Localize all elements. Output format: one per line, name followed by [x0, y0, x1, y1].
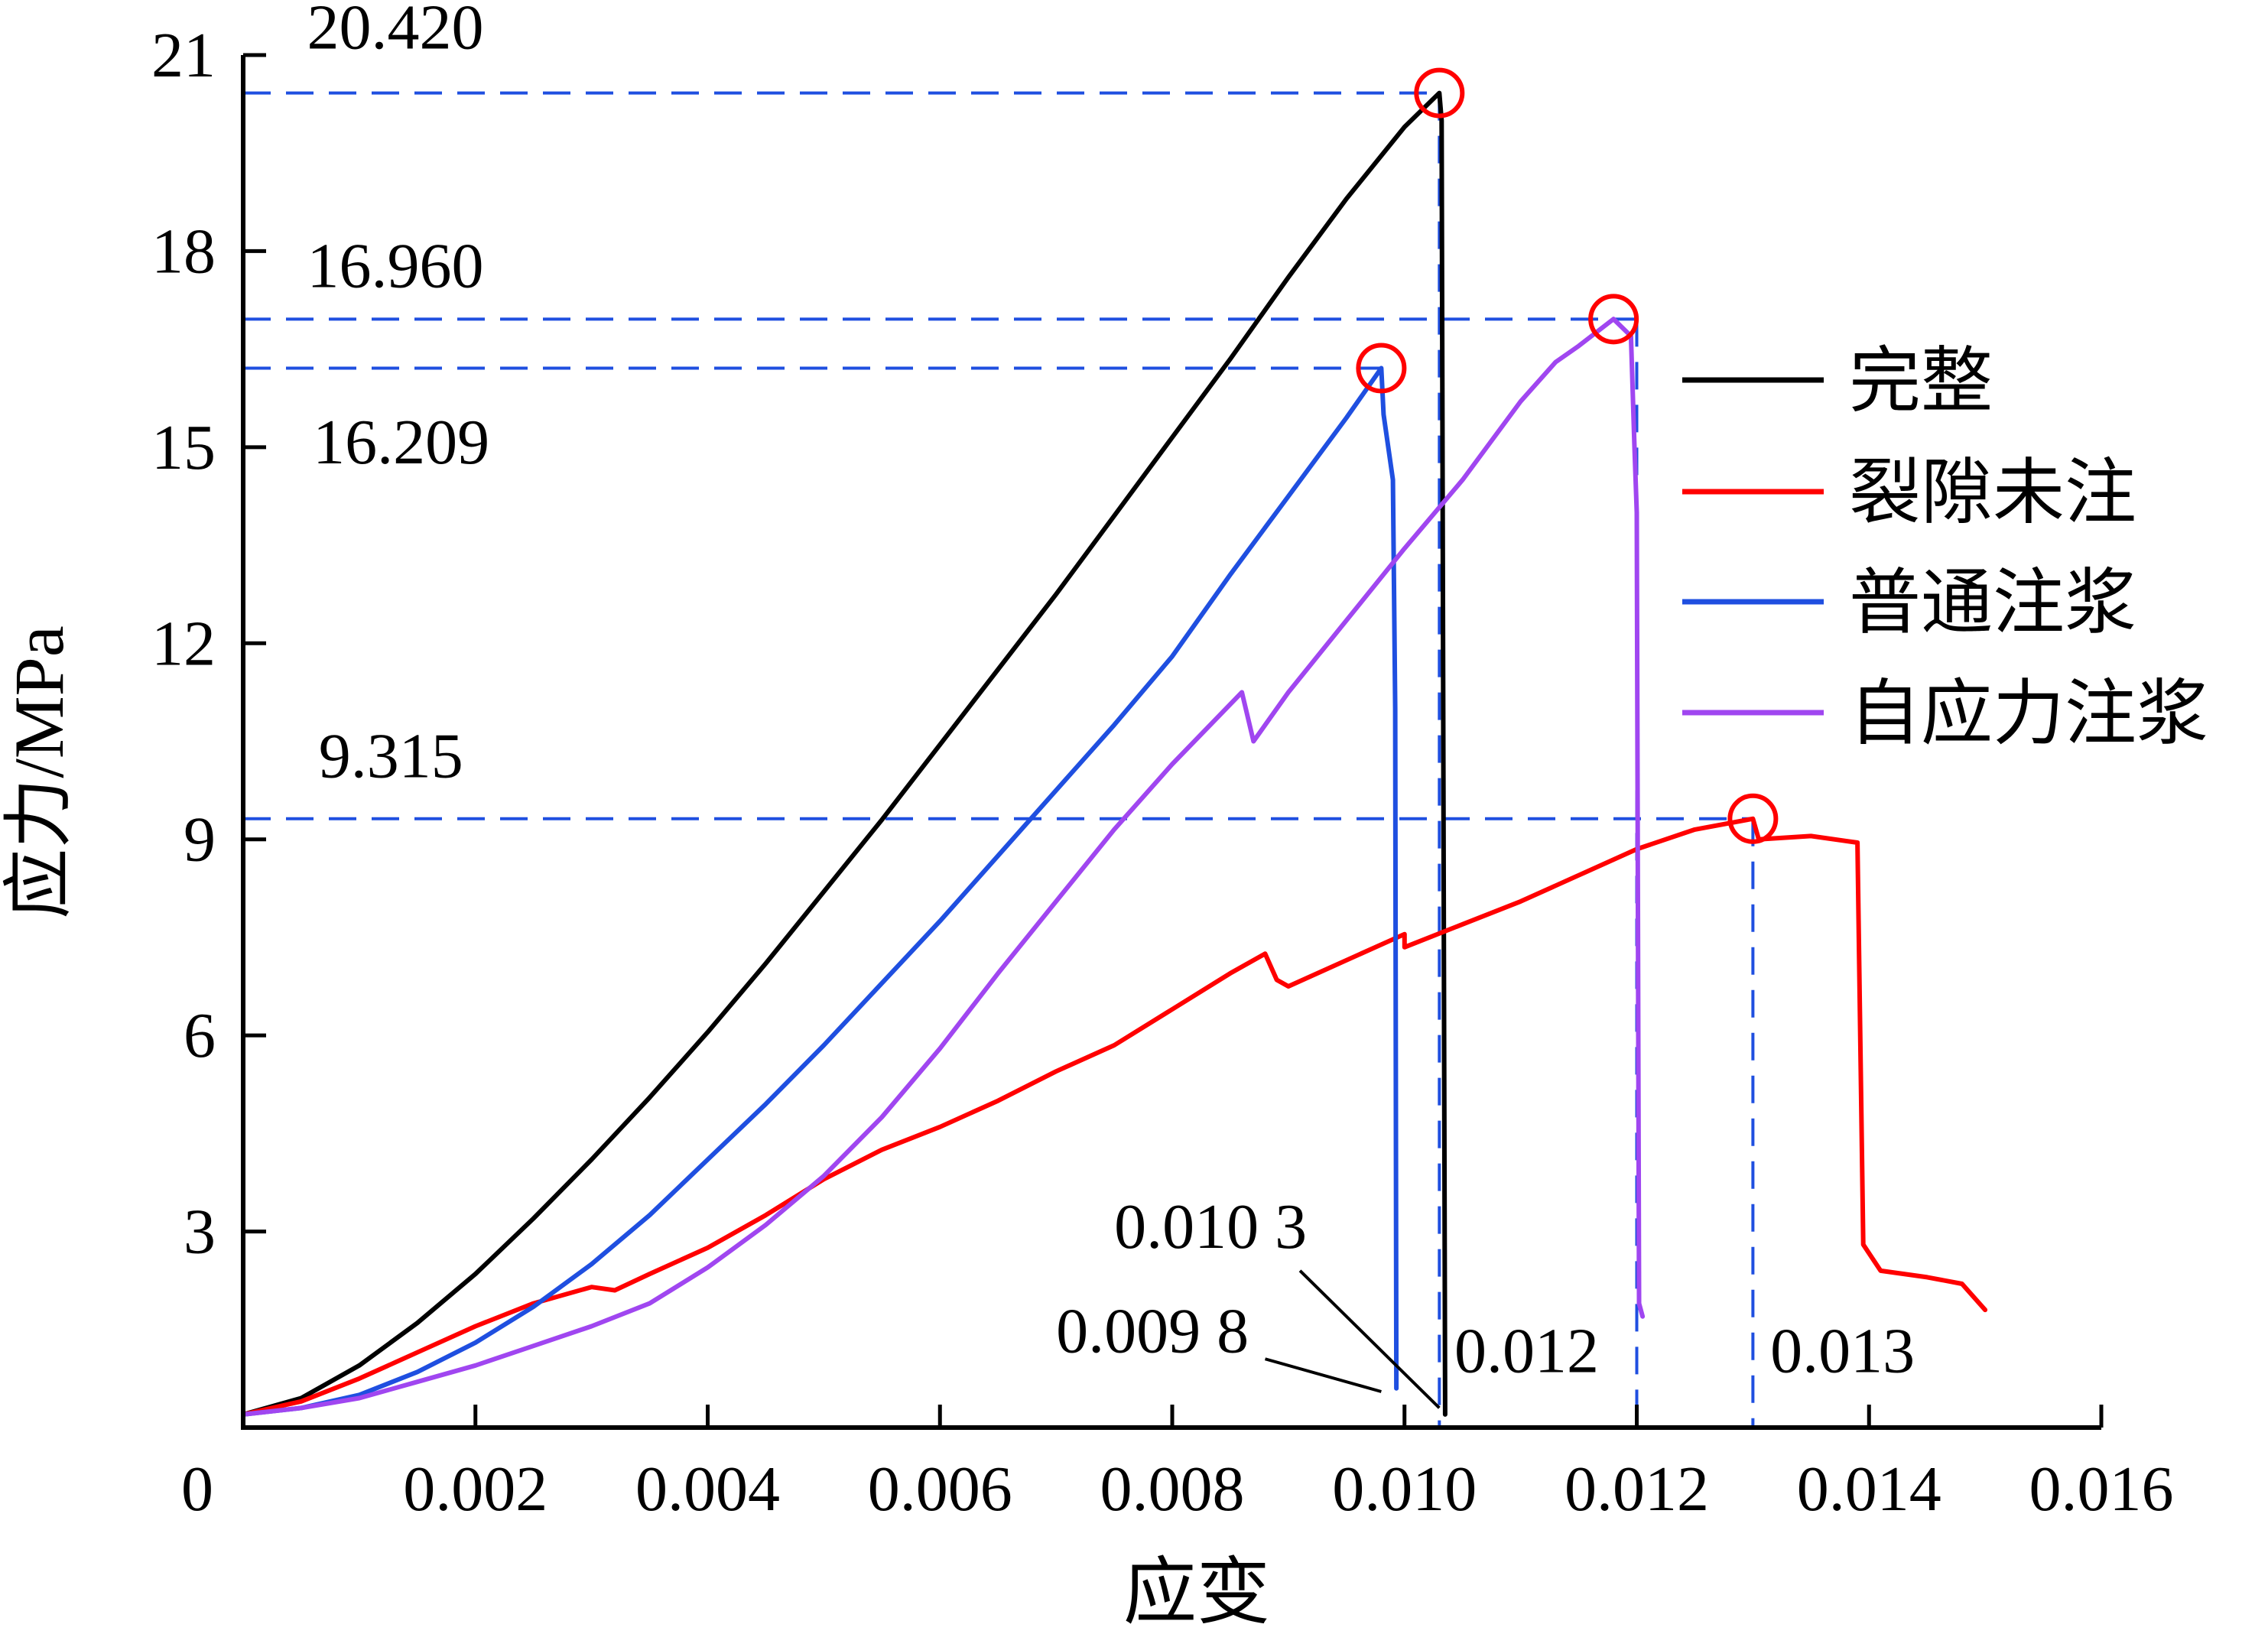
annotation-6: 0.012 [1454, 1315, 1599, 1386]
annotation-2: 16.209 [313, 407, 489, 478]
legend-item-3: 自应力注浆 [1682, 674, 2208, 754]
x-tick-label-2: 0.004 [635, 1454, 780, 1525]
x-axis-label: 应变 [1123, 1551, 1270, 1633]
series-line-0 [241, 90, 1448, 1417]
ticks: 0.002 0.004 0.006 0.008 0.010 0.012 0.014 0.016… [151, 20, 2174, 1525]
annotations: 20.420 16.960 16.209 9.315 0.010 3 0.009 8 0.0… [307, 0, 1915, 1409]
series-line-3 [241, 317, 1646, 1417]
annotation-7: 0.013 [1770, 1315, 1915, 1386]
legend: 完整 裂隙未注 普通注浆 自应力注浆 [1682, 342, 2208, 754]
annotation-1: 16.960 [307, 230, 484, 301]
y-axis-label: 应力/MPa [0, 625, 78, 918]
annotation-3: 9.315 [319, 721, 463, 792]
legend-label-0: 完整 [1849, 342, 1993, 421]
leader-line-0 [1298, 1269, 1441, 1409]
y-tick-label-4: 12 [151, 608, 216, 679]
annotation-4: 0.010 3 [1114, 1191, 1307, 1262]
x-tick-label-3: 0.006 [868, 1454, 1012, 1525]
leader-line-1 [1264, 1357, 1382, 1393]
series-line-1 [241, 816, 1988, 1417]
legend-item-2: 普通注浆 [1682, 564, 2136, 643]
legend-label-1: 裂隙未注 [1849, 453, 2136, 533]
x-tick-label-4: 0.008 [1100, 1454, 1245, 1525]
x-tick-label-6: 0.012 [1565, 1454, 1709, 1525]
legend-item-0: 完整 [1682, 342, 1993, 421]
annotation-5: 0.009 8 [1056, 1296, 1249, 1367]
y-tick-label-7: 21 [151, 20, 216, 91]
series-layer [241, 90, 1988, 1417]
legend-item-1: 裂隙未注 [1682, 453, 2136, 533]
y-tick-label-3: 9 [184, 804, 216, 875]
x-tick-label-1: 0.002 [403, 1454, 548, 1525]
y-tick-label-2: 6 [184, 1000, 216, 1071]
legend-label-2: 普通注浆 [1849, 564, 2136, 643]
y-tick-label-5: 15 [151, 412, 216, 483]
peak-marker-2 [1588, 294, 1639, 345]
peak-marker-0 [1414, 67, 1465, 119]
peak-marker-1 [1356, 343, 1407, 394]
x-tick-label-5: 0.010 [1332, 1454, 1477, 1525]
peak-marker-3 [1727, 793, 1779, 844]
peak-markers [1356, 67, 1779, 844]
annotation-0: 20.420 [307, 0, 484, 63]
y-tick-label-1: 3 [184, 1197, 216, 1268]
series-line-2 [241, 365, 1399, 1417]
x-tick-label-7: 0.014 [1797, 1454, 1941, 1525]
y-tick-label-0: 0 [181, 1454, 213, 1525]
y-tick-label-6: 18 [151, 216, 216, 287]
x-tick-label-8: 0.016 [2029, 1454, 2174, 1525]
legend-label-3: 自应力注浆 [1849, 674, 2208, 754]
